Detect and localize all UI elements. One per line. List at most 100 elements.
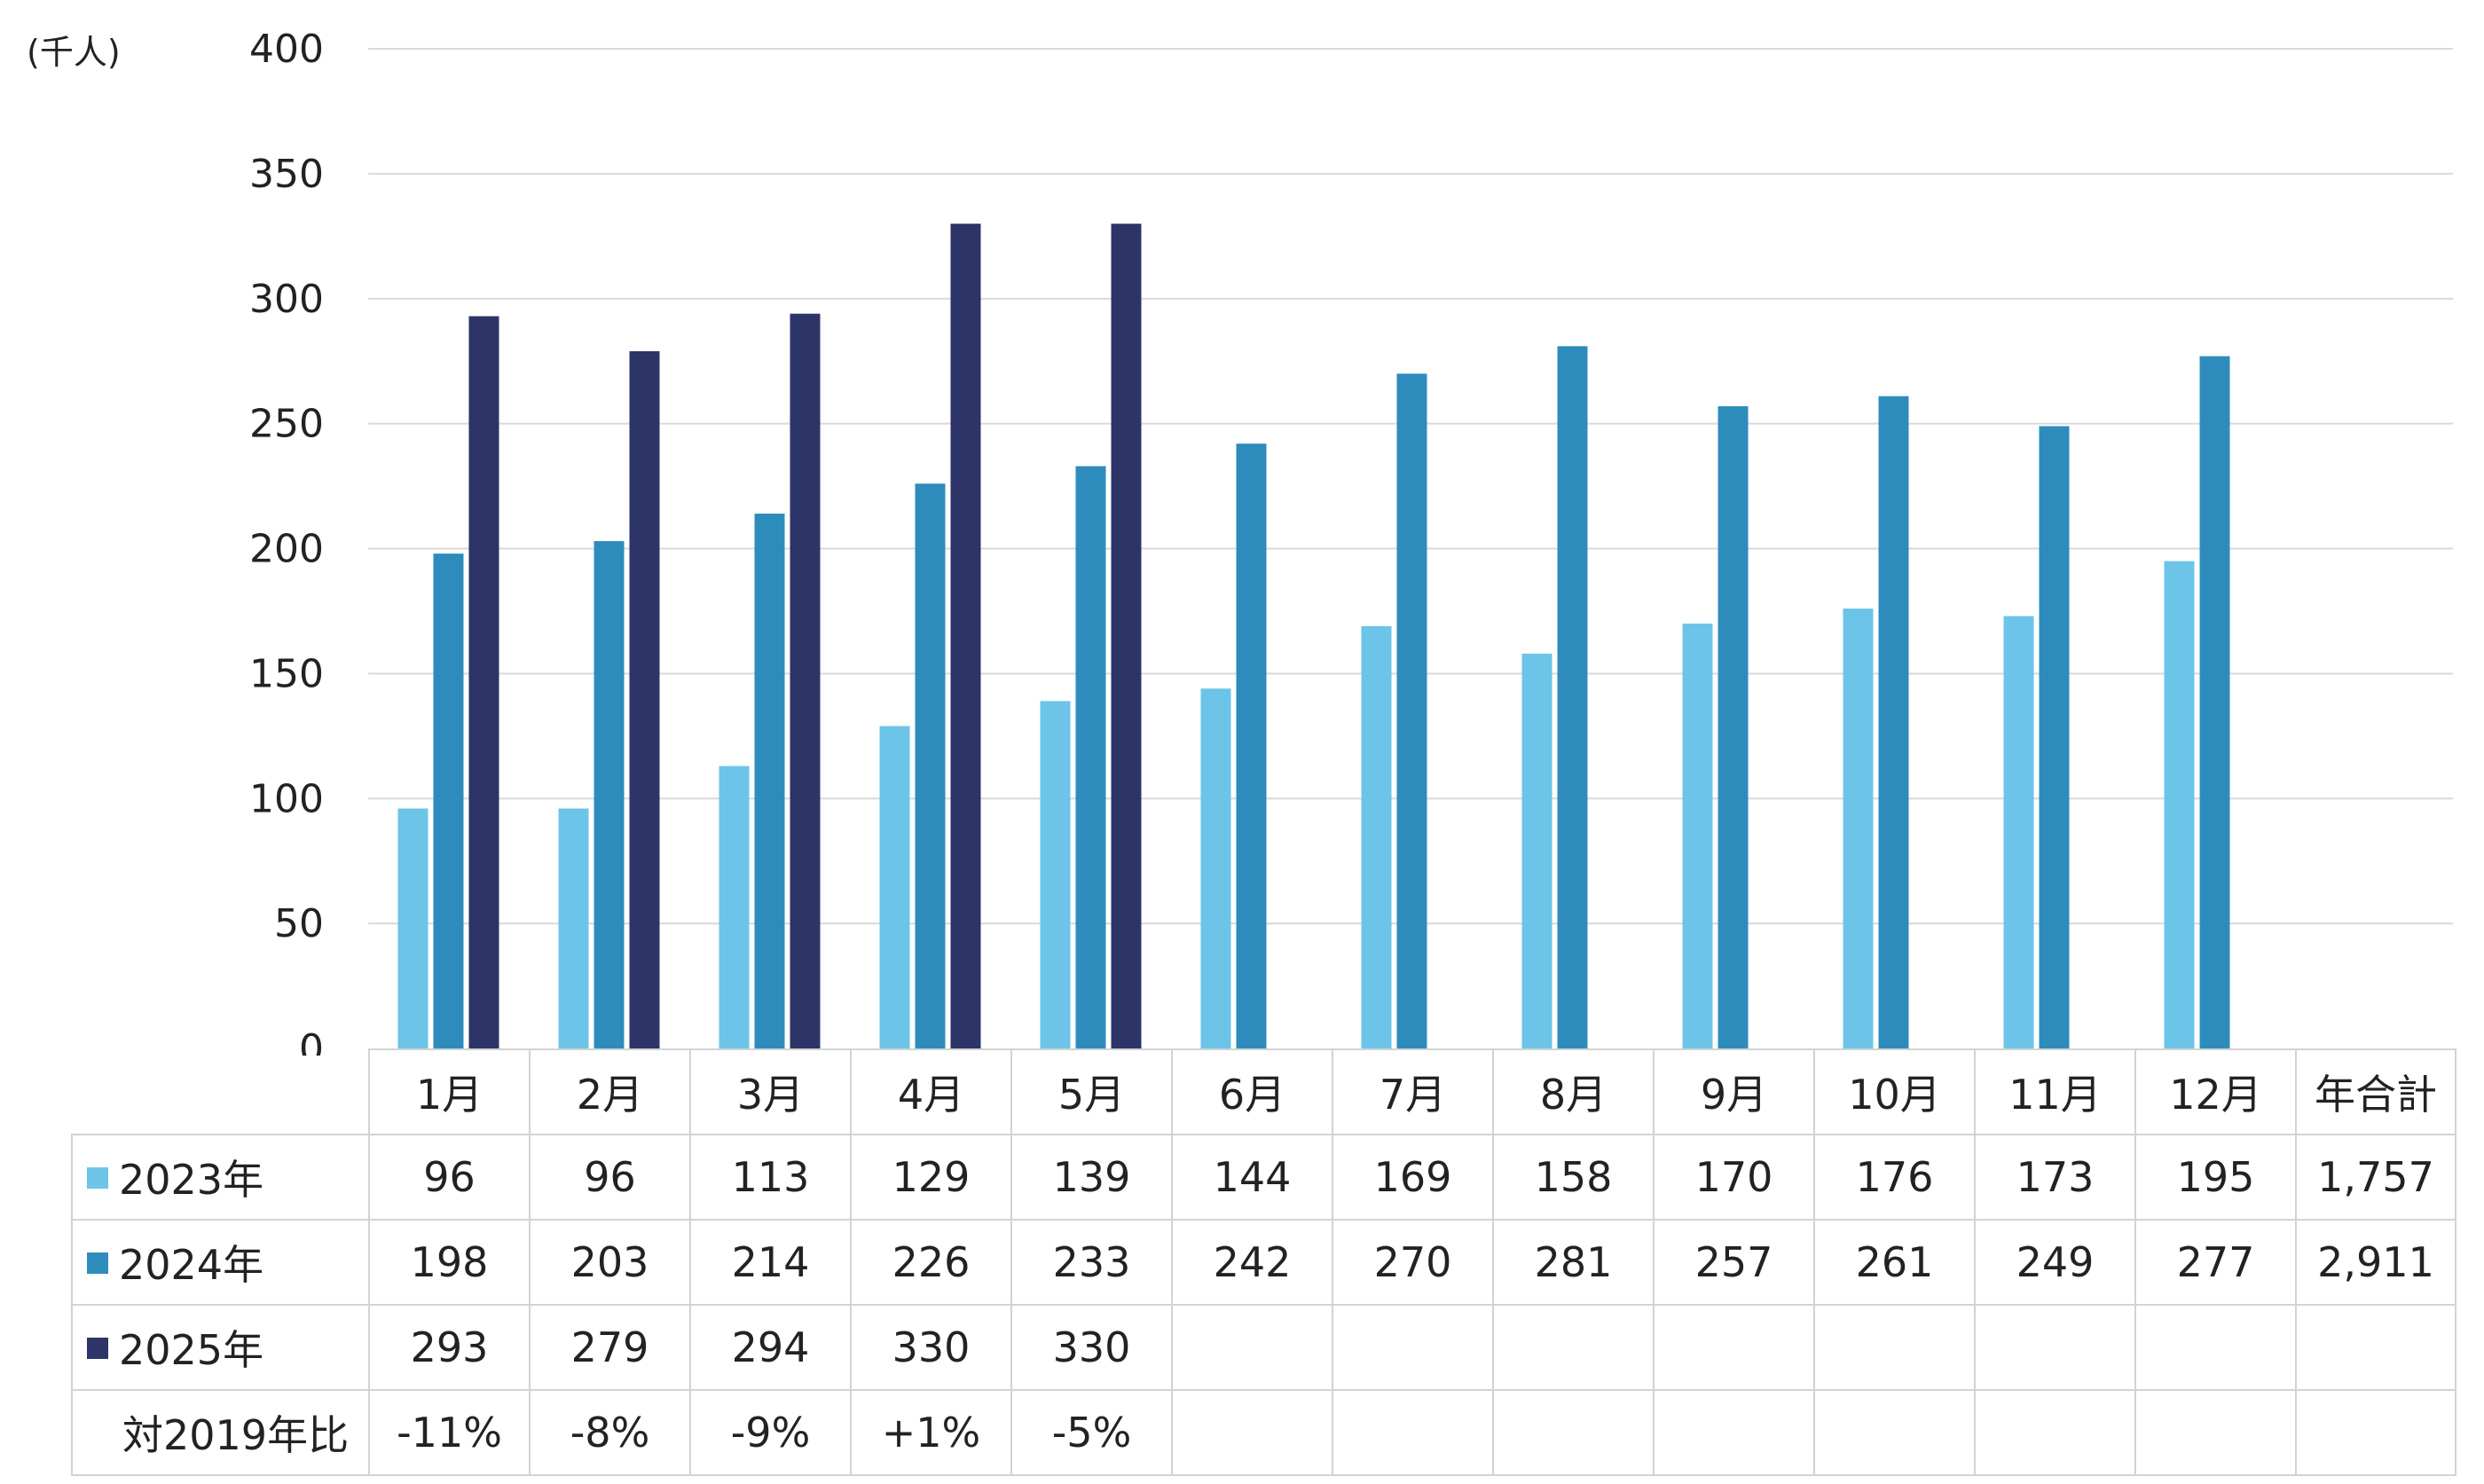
table-header-row: 1月 2月 3月 4月 5月 6月 7月 8月 9月 10月 11月 12月 年合計 — [72, 1048, 2456, 1135]
y-tick-label: 150 — [249, 651, 324, 696]
bar-2023年-8月 — [1521, 653, 1552, 1048]
table-cell: 294 — [689, 1304, 852, 1391]
legend-swatch — [87, 1338, 108, 1359]
table-cell — [2134, 1304, 2297, 1391]
table-cell: 195 — [2134, 1134, 2297, 1221]
total-cell: 1,757 — [2295, 1134, 2456, 1221]
table-cell — [1653, 1304, 1815, 1391]
bar-2023年-9月 — [1682, 624, 1713, 1048]
bar-2024年-1月 — [433, 554, 464, 1048]
row-label-text: 2023年 — [119, 1156, 264, 1204]
y-tick-label: 350 — [249, 152, 324, 197]
table-cell — [1974, 1304, 2136, 1391]
x-tick-label: 3月 — [689, 1048, 852, 1135]
bar-2024年-3月 — [754, 514, 785, 1048]
bar-2024年-7月 — [1396, 373, 1427, 1048]
x-tick-label: 10月 — [1813, 1048, 1976, 1135]
table-cell: 242 — [1171, 1219, 1333, 1306]
legend-swatch — [87, 1167, 108, 1189]
row-label-text: 2025年 — [119, 1326, 264, 1374]
y-tick-label: 300 — [249, 277, 324, 322]
table-cell: 176 — [1813, 1134, 1976, 1221]
table-cell — [1332, 1389, 1494, 1476]
y-tick-label: 0 — [299, 1026, 324, 1056]
bar-2025年-4月 — [950, 224, 981, 1049]
bar-2023年-7月 — [1361, 625, 1392, 1048]
y-axis-unit-label: (千人) — [27, 33, 121, 72]
y-tick-label: 200 — [249, 527, 324, 572]
table-cell: 270 — [1332, 1219, 1494, 1306]
table-cell: 330 — [1010, 1304, 1173, 1391]
row-label: 2024年 — [71, 1219, 370, 1306]
bar-2024年-4月 — [915, 483, 946, 1048]
bar-2023年-2月 — [558, 808, 589, 1048]
table-cell: 198 — [368, 1219, 531, 1306]
table-cell: -11% — [368, 1389, 531, 1476]
table-cell — [1492, 1389, 1655, 1476]
bar-2025年-3月 — [790, 313, 821, 1048]
bar-2023年-4月 — [879, 726, 910, 1048]
bar-2023年-12月 — [2164, 561, 2195, 1048]
table-cell: 113 — [689, 1134, 852, 1221]
y-axis-ticks: 0 50 100 150 200 250 300 350 400 — [249, 27, 324, 1056]
x-tick-label: 5月 — [1010, 1048, 1173, 1135]
table-cell: -5% — [1010, 1389, 1173, 1476]
table-cell — [1171, 1389, 1333, 1476]
table-cell — [1653, 1389, 1815, 1476]
table-corner — [72, 1049, 369, 1135]
total-column-header: 年合計 — [2295, 1048, 2456, 1135]
table-cell — [2134, 1389, 2297, 1476]
total-cell — [2295, 1389, 2456, 1476]
bar-2025年-2月 — [629, 350, 660, 1049]
bar-2024年-6月 — [1236, 444, 1267, 1048]
bar-2024年-2月 — [593, 541, 625, 1048]
table-cell — [1813, 1304, 1976, 1391]
table-cell: 169 — [1332, 1134, 1494, 1221]
y-tick-label: 250 — [249, 402, 324, 447]
table-cell: +1% — [850, 1389, 1012, 1476]
legend-swatch — [87, 1252, 108, 1274]
bar-2023年-11月 — [2003, 616, 2034, 1048]
x-tick-label: 4月 — [850, 1048, 1012, 1135]
x-tick-label: 6月 — [1171, 1048, 1333, 1135]
table-cell: 249 — [1974, 1219, 2136, 1306]
bar-2024年-10月 — [1878, 396, 1909, 1048]
bar-2024年-5月 — [1075, 466, 1106, 1048]
table-cell: 129 — [850, 1134, 1012, 1221]
table-row: 対2019年比 -11% -8% -9% +1% -5% — [71, 1389, 2456, 1476]
row-label: 2025年 — [71, 1304, 370, 1391]
table-cell: 261 — [1813, 1219, 1976, 1306]
table-cell — [1171, 1304, 1333, 1391]
table-cell: 96 — [368, 1134, 531, 1221]
table-cell: 144 — [1171, 1134, 1333, 1221]
table-cell: 281 — [1492, 1219, 1655, 1306]
table-cell: 139 — [1010, 1134, 1173, 1221]
table-cell: 279 — [529, 1304, 691, 1391]
x-tick-label: 2月 — [529, 1048, 691, 1135]
total-cell — [2295, 1304, 2456, 1391]
table-cell: 214 — [689, 1219, 852, 1306]
row-label: 対2019年比 — [71, 1389, 370, 1476]
bar-2024年-8月 — [1557, 346, 1588, 1049]
x-tick-label: 12月 — [2134, 1048, 2297, 1135]
table-cell: 293 — [368, 1304, 531, 1391]
table-cell: 203 — [529, 1219, 691, 1306]
table-cell: -8% — [529, 1389, 691, 1476]
table-cell: 330 — [850, 1304, 1012, 1391]
x-tick-label: 1月 — [368, 1048, 531, 1135]
bar-2023年-10月 — [1843, 609, 1874, 1048]
x-tick-label: 7月 — [1332, 1048, 1494, 1135]
x-tick-label: 8月 — [1492, 1048, 1655, 1135]
total-cell: 2,911 — [2295, 1219, 2456, 1306]
table-row: 2023年 96 96 113 129 139 144 169 158 170 176 173 195 1… — [71, 1134, 2456, 1221]
y-tick-label: 50 — [274, 901, 324, 946]
table-cell: 277 — [2134, 1219, 2297, 1306]
table-cell — [1332, 1304, 1494, 1391]
table-cell — [1492, 1304, 1655, 1391]
bar-chart: (千人) 0 50 100 150 200 250 300 350 400 — [27, 27, 2453, 1056]
table-cell: 233 — [1010, 1219, 1173, 1306]
bar-2025年-1月 — [468, 316, 499, 1048]
bar-2024年-11月 — [2039, 426, 2070, 1048]
table-cell: 257 — [1653, 1219, 1815, 1306]
bar-2024年-12月 — [2199, 356, 2230, 1048]
